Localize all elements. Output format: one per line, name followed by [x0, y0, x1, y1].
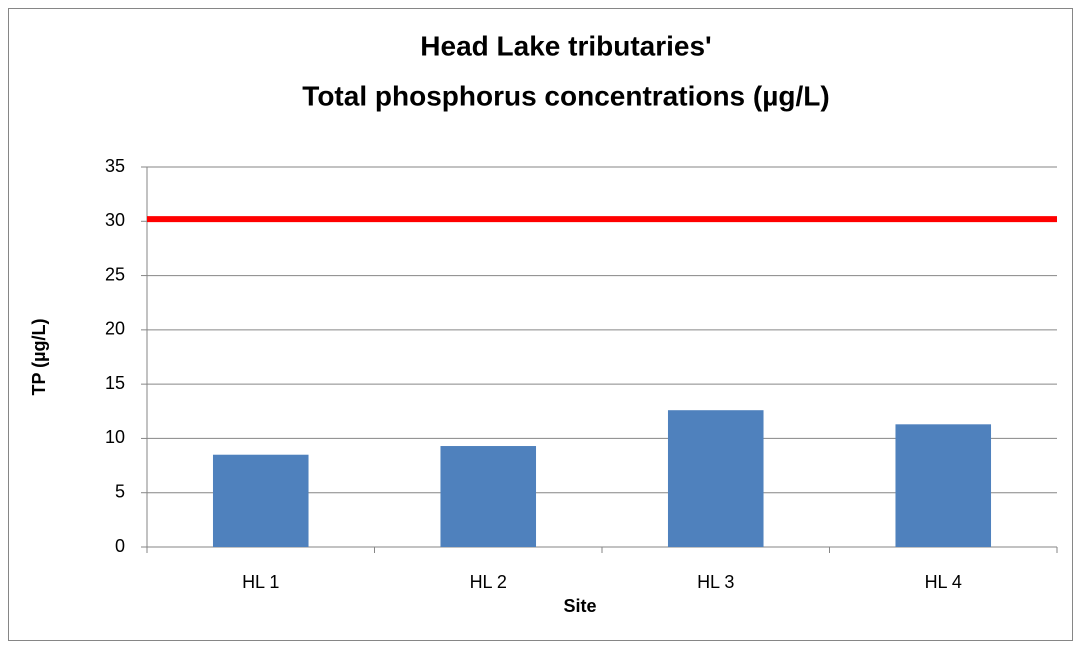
chart-border — [8, 8, 1073, 641]
x-axis-title: Site — [563, 596, 596, 616]
y-tick-label: 15 — [105, 373, 125, 393]
x-tick-label: HL 4 — [925, 572, 962, 592]
x-tick-label: HL 1 — [242, 572, 279, 592]
bar — [212, 454, 309, 547]
bar — [895, 424, 992, 547]
y-tick-label: 20 — [105, 319, 125, 339]
y-tick-label: 5 — [115, 481, 125, 501]
y-tick-label: 30 — [105, 210, 125, 230]
x-tick-label: HL 2 — [470, 572, 507, 592]
bar — [667, 410, 764, 547]
y-tick-label: 10 — [105, 427, 125, 447]
x-tick-label: HL 3 — [697, 572, 734, 592]
bar — [440, 446, 537, 547]
y-tick-label: 35 — [105, 156, 125, 176]
y-axis-title: TP (µg/L) — [29, 318, 49, 395]
y-tick-label: 25 — [105, 264, 125, 284]
chart-title: Head Lake tributaries' — [420, 30, 711, 61]
y-tick-label: 0 — [115, 536, 125, 556]
chart-title: Total phosphorus concentrations (µg/L) — [302, 80, 829, 111]
